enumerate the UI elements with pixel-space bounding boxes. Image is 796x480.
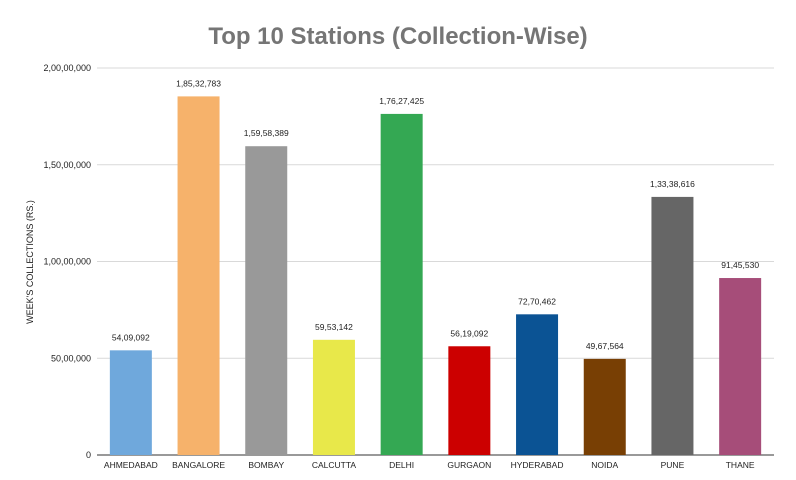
bar-bombay	[245, 146, 288, 455]
x-tick-label: NOIDA	[591, 460, 618, 470]
data-labels: 54,09,092 1,85,32,783 1,59,58,389 59,53,142…	[112, 78, 759, 350]
data-label: 1,59,58,389	[244, 128, 289, 138]
bar-thane	[719, 278, 762, 455]
bar-pune	[651, 196, 694, 456]
bar-noida	[583, 358, 626, 455]
y-tick-label: 1,00,00,000	[43, 257, 91, 267]
x-tick-label: THANE	[726, 460, 755, 470]
y-axis-title: WEEK'S COLLECTIONS (RS.)	[25, 200, 35, 324]
chart-title: Top 10 Stations (Collection-Wise)	[208, 23, 587, 50]
x-tick-label: AHMEDABAD	[104, 460, 158, 470]
x-tick-label: HYDERABAD	[511, 460, 564, 470]
bar-ahmedabad	[109, 350, 152, 455]
bar-delhi	[380, 113, 423, 455]
y-tick-label: 0	[86, 450, 91, 460]
bars	[109, 96, 762, 456]
x-tick-label: CALCUTTA	[312, 460, 357, 470]
data-label: 54,09,092	[112, 332, 150, 342]
data-label: 1,76,27,425	[379, 96, 424, 106]
bar-bangalore	[177, 96, 220, 455]
x-tick-label: BANGALORE	[172, 460, 225, 470]
y-tick-label: 50,00,000	[51, 353, 91, 363]
y-axis-ticks: 0 50,00,000 1,00,00,000 1,50,00,000 2,00,00,…	[43, 63, 91, 460]
data-label: 59,53,142	[315, 322, 353, 332]
data-label: 1,33,38,616	[650, 179, 695, 189]
x-axis-ticks: AHMEDABAD BANGALORE BOMBAY CALCUTTA DELHI GUR…	[104, 460, 755, 470]
x-tick-label: BOMBAY	[248, 460, 284, 470]
data-label: 72,70,462	[518, 296, 556, 306]
data-label: 91,45,530	[721, 260, 759, 270]
bar-calcutta	[312, 339, 355, 455]
y-tick-label: 1,50,00,000	[43, 160, 91, 170]
x-tick-label: DELHI	[389, 460, 414, 470]
y-tick-label: 2,00,00,000	[43, 63, 91, 73]
data-label: 49,67,564	[586, 341, 624, 351]
data-label: 56,19,092	[450, 328, 488, 338]
data-label: 1,85,32,783	[176, 78, 221, 88]
x-tick-label: GURGAON	[447, 460, 491, 470]
x-tick-label: PUNE	[661, 460, 685, 470]
bar-hyderabad	[516, 314, 559, 455]
bar-gurgaon	[448, 346, 491, 455]
